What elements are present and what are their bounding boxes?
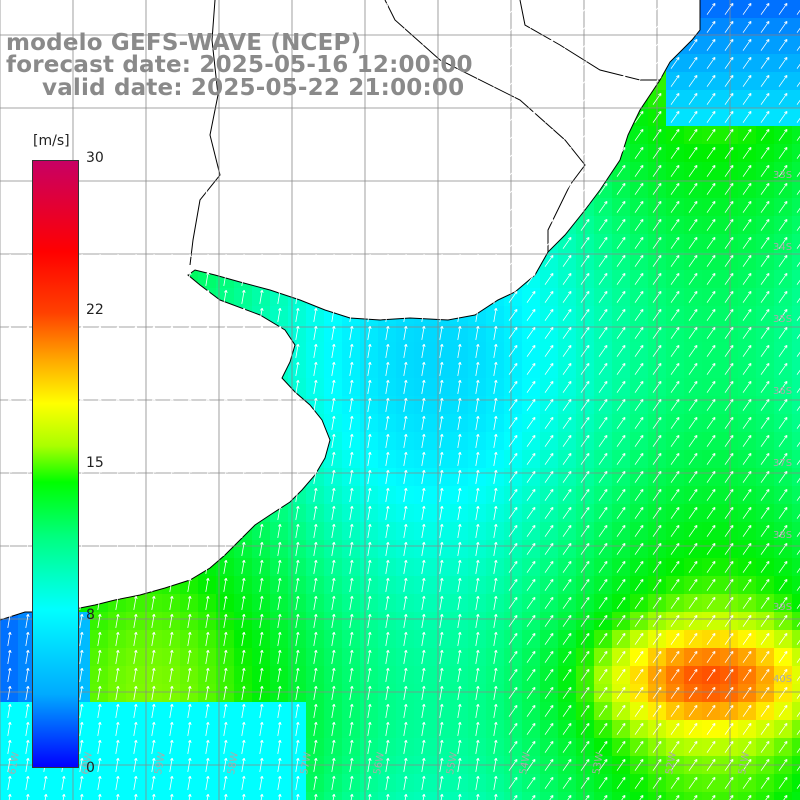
colorbar [32, 160, 79, 768]
lon-label: 52W [664, 751, 679, 775]
lon-label: 51W [737, 751, 752, 775]
lon-label: 53W [591, 751, 606, 775]
lat-label: 35S [773, 314, 792, 325]
lon-label: 55W [445, 751, 460, 775]
country-border [189, 0, 660, 266]
lon-label: 54W [518, 751, 533, 775]
map-title-model: modelo GEFS-WAVE (NCEP) [6, 30, 362, 56]
colorbar-tick-22: 22 [86, 302, 104, 318]
colorbar-tick-15: 15 [86, 455, 104, 471]
lon-label: 57W [299, 751, 314, 775]
axis-labels: 61W 60W 59W 58W 57W 56W 55W 54W 53W 52W 51W 33S 34S 3… [7, 170, 792, 776]
colorbar-tick-8: 8 [86, 607, 95, 623]
lat-label: 39S [773, 602, 792, 613]
lon-label: 60W [80, 751, 95, 775]
lat-label: 33S [773, 170, 792, 181]
colorbar-unit: [m/s] [33, 133, 70, 149]
lat-label: 38S [773, 530, 792, 541]
lon-label: 61W [7, 751, 22, 775]
lat-label: 40S [773, 674, 792, 685]
colorbar-tick-0: 0 [86, 760, 95, 776]
map-title-valid-date: valid date: 2025-05-22 21:00:00 [42, 75, 465, 101]
lon-label: 59W [153, 751, 168, 775]
lat-label: 34S [773, 242, 792, 253]
lat-label: 36S [773, 386, 792, 397]
coastline [0, 0, 701, 621]
map-title-forecast-date: forecast date: 2025-05-16 12:00:00 [6, 52, 473, 78]
land-mask [0, 0, 700, 620]
lon-label: 56W [372, 751, 387, 775]
colorbar-tick-30: 30 [86, 150, 104, 166]
lon-label: 58W [226, 751, 241, 775]
lat-label: 37S [773, 458, 792, 469]
